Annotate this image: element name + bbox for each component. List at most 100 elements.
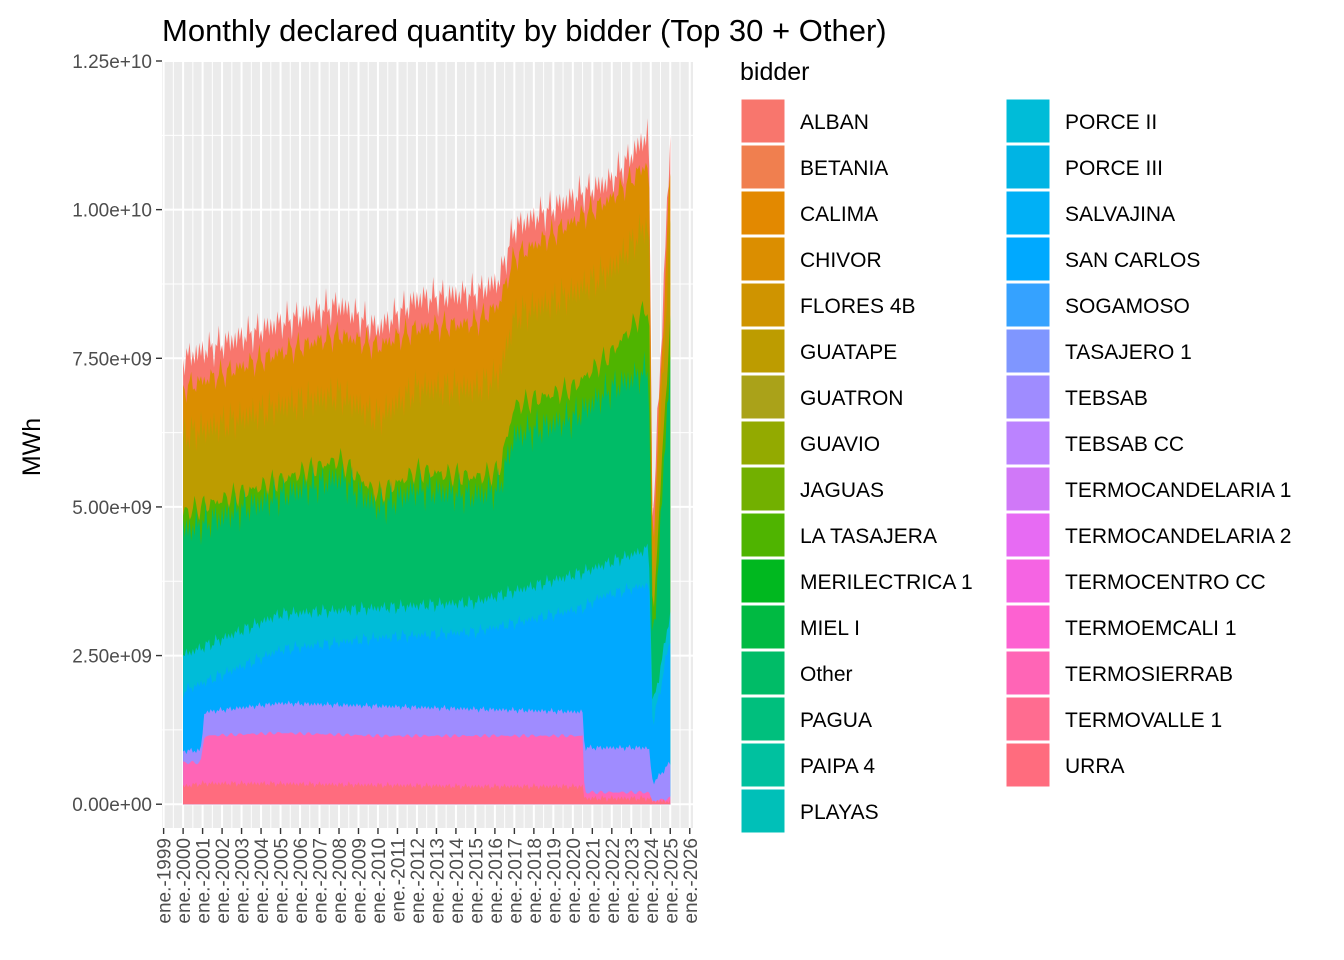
x-tick-label: ene.-2014	[447, 838, 468, 924]
x-tick-label: ene.-2001	[194, 838, 215, 924]
legend-label: LA TASAJERA	[800, 525, 937, 548]
legend-key	[740, 742, 786, 788]
x-tick-label: ene.-2007	[311, 838, 332, 924]
x-tick-label: ene.-2025	[661, 838, 682, 924]
legend-key	[1005, 742, 1051, 788]
x-tick-label: ene.-2018	[525, 838, 546, 924]
legend-label: ALBAN	[800, 111, 869, 134]
legend-key	[740, 558, 786, 604]
legend-key	[740, 190, 786, 236]
legend-label: TERMOVALLE 1	[1065, 709, 1222, 732]
legend-key	[1005, 374, 1051, 420]
x-axis: ene.-1999ene.-2000ene.-2001ene.-2002ene.…	[155, 828, 702, 924]
legend-key	[1005, 328, 1051, 374]
legend-label: SOGAMOSO	[1065, 295, 1190, 318]
legend-key	[740, 604, 786, 650]
x-tick-label: ene.-2023	[622, 838, 643, 924]
legend-label: PORCE II	[1065, 111, 1157, 134]
x-tick-label: ene.-2013	[427, 838, 448, 924]
x-tick-label: ene.-2022	[603, 838, 624, 924]
y-axis: 0.00e+00 2.50e+09 5.00e+09 7.50e+09 1.00e+10…	[72, 52, 162, 816]
legend-label: JAGUAS	[800, 479, 884, 502]
legend-key	[1005, 650, 1051, 696]
legend-key	[1005, 466, 1051, 512]
legend-label: BETANIA	[800, 157, 888, 180]
legend-key	[740, 512, 786, 558]
legend-key	[1005, 558, 1051, 604]
x-tick-label: ene.-1999	[155, 838, 176, 924]
legend-key	[740, 696, 786, 742]
x-tick-label: ene.-2008	[330, 838, 351, 924]
y-tick-label: 1.25e+10	[72, 52, 152, 73]
legend-label: Other	[800, 663, 853, 686]
x-tick-label: ene.-2000	[174, 838, 195, 924]
legend-key	[1005, 512, 1051, 558]
legend-key	[1005, 282, 1051, 328]
x-tick-label: ene.-2009	[350, 838, 371, 924]
legend-key	[740, 144, 786, 190]
x-tick-label: ene.-2004	[252, 838, 273, 924]
legend-label: GUAVIO	[800, 433, 880, 456]
legend-key	[740, 98, 786, 144]
legend-key	[740, 282, 786, 328]
legend-label: URRA	[1065, 755, 1125, 778]
legend-label: TERMOCANDELARIA 2	[1065, 525, 1291, 548]
legend-label: PLAYAS	[800, 801, 879, 824]
legend-label: TERMOCANDELARIA 1	[1065, 479, 1291, 502]
y-tick-label: 0.00e+00	[72, 795, 152, 816]
x-tick-label: ene.-2010	[369, 838, 390, 924]
legend-label: TERMOCENTRO CC	[1065, 571, 1266, 594]
legend-key	[1005, 604, 1051, 650]
legend-key	[740, 328, 786, 374]
x-tick-label: ene.-2017	[505, 838, 526, 924]
legend-key	[740, 236, 786, 282]
y-tick-label: 5.00e+09	[72, 498, 152, 519]
area-band	[183, 780, 671, 805]
legend-label: GUATAPE	[800, 341, 897, 364]
legend-label: CALIMA	[800, 203, 878, 226]
legend-key	[1005, 696, 1051, 742]
legend-title: bidder	[740, 58, 810, 86]
x-tick-label: ene.-2003	[233, 838, 254, 924]
x-tick-label: ene.-2015	[466, 838, 487, 924]
legend-label: MERILECTRICA 1	[800, 571, 973, 594]
legend-key	[740, 374, 786, 420]
legend-key	[1005, 420, 1051, 466]
legend-key	[740, 788, 786, 834]
legend-label: CHIVOR	[800, 249, 882, 272]
y-tick-label: 1.00e+10	[72, 201, 152, 222]
stacked-areas	[183, 118, 671, 805]
legend-label: FLORES 4B	[800, 295, 916, 318]
legend-label: TEBSAB CC	[1065, 433, 1184, 456]
legend-label: TEBSAB	[1065, 387, 1148, 410]
legend-label: SAN CARLOS	[1065, 249, 1200, 272]
x-tick-label: ene.-2011	[389, 838, 410, 922]
x-tick-label: ene.-2016	[486, 838, 507, 924]
legend-label: PAGUA	[800, 709, 872, 732]
area-band	[183, 731, 671, 805]
x-tick-label: ene.-2020	[564, 838, 585, 924]
legend-label: TASAJERO 1	[1065, 341, 1192, 364]
x-tick-label: ene.-2024	[642, 838, 663, 924]
x-tick-label: ene.-2002	[213, 838, 234, 924]
legend-label: PORCE III	[1065, 157, 1163, 180]
legend-key	[740, 420, 786, 466]
legend-key	[1005, 190, 1051, 236]
chart-title: Monthly declared quantity by bidder (Top…	[162, 13, 887, 48]
x-tick-label: ene.-2021	[583, 838, 604, 924]
x-tick-label: ene.-2005	[272, 838, 293, 924]
legend-key	[740, 466, 786, 512]
legend-key	[1005, 144, 1051, 190]
x-tick-label: ene.-2019	[544, 838, 565, 924]
x-tick-label: ene.-2012	[408, 838, 429, 924]
x-tick-label: ene.-2026	[681, 838, 702, 924]
legend-key	[1005, 98, 1051, 144]
legend: bidder ALBAN BETANIA CALIMA CHIVOR FLORES 4B…	[740, 58, 1291, 834]
legend-label: TERMOSIERRAB	[1065, 663, 1233, 686]
x-tick-label: ene.-2006	[291, 838, 312, 924]
legend-label: GUATRON	[800, 387, 903, 410]
y-tick-label: 7.50e+09	[72, 349, 152, 370]
legend-label: SALVAJINA	[1065, 203, 1175, 226]
legend-label: TERMOEMCALI 1	[1065, 617, 1237, 640]
